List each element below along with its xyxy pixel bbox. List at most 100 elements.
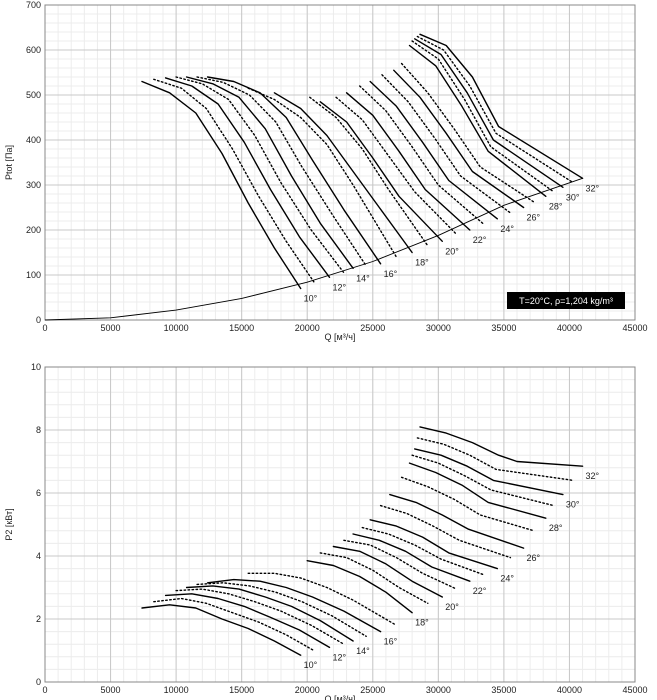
x-tick-label: 0: [42, 685, 47, 695]
x-tick-label: 35000: [491, 685, 516, 695]
blade-angle-curve-18: [400, 62, 535, 203]
curve-label: 16°: [384, 269, 398, 279]
curve-label: 14°: [356, 646, 370, 656]
y-tick-label: 300: [26, 180, 41, 190]
blade-angle-curve-16: [379, 504, 512, 559]
curve-label: 32°: [586, 183, 600, 193]
y-tick-label: 6: [36, 488, 41, 498]
y-tick-label: 700: [26, 0, 41, 10]
x-tick-label: 0: [42, 323, 47, 333]
blade-angle-curve-15: [369, 519, 498, 570]
curve-label: 12°: [333, 652, 347, 662]
blade-angle-curve-20: [411, 454, 555, 507]
y-tick-label: 600: [26, 45, 41, 55]
blade-angle-curve-2: [153, 597, 315, 652]
blade-angle-curve-14: [361, 526, 485, 576]
plot-frame: [44, 4, 636, 321]
blade-angle-curve-6: [196, 76, 367, 267]
blade-angle-curve-21: [414, 448, 564, 496]
x-axis-label: Q [м³/ч]: [325, 694, 356, 700]
curve-label: 14°: [356, 273, 370, 283]
y-tick-label: 8: [36, 425, 41, 435]
curve-label: 26°: [527, 213, 541, 223]
blade-angle-curve-17: [393, 69, 525, 209]
blade-angle-curve-13: [345, 92, 471, 231]
plot-area: [45, 5, 635, 320]
curve-label: 18°: [415, 258, 429, 268]
curve-label: 26°: [527, 553, 541, 563]
blade-angle-curve-19: [408, 462, 547, 519]
conditions-text: T=20°C, ρ=1,204 kg/m³: [519, 296, 613, 306]
blade-angle-curve-22: [416, 437, 575, 482]
blade-angle-curve-19: [408, 44, 547, 197]
curve-label: 28°: [549, 523, 563, 533]
x-tick-label: 25000: [360, 685, 385, 695]
chart-panel-2: 0 5000 10000 15000 20000 25000 30000 35000 40000…: [4, 362, 648, 700]
blade-angle-curve-1: [141, 80, 302, 290]
x-tick-label: 5000: [101, 685, 121, 695]
y-tick-label: 200: [26, 225, 41, 235]
blade-angle-curve-4: [175, 588, 345, 645]
blade-angle-curve-11: [319, 101, 443, 242]
blade-angle-curve-13: [352, 533, 471, 582]
blade-angle-curve-23: [419, 426, 584, 467]
curve-label: 28°: [549, 201, 563, 211]
x-tick-label: 30000: [426, 323, 451, 333]
blade-angle-curve-16: [381, 74, 512, 214]
y-tick-label: 100: [26, 270, 41, 280]
blade-angle-curve-21: [414, 38, 564, 188]
x-tick-label: 35000: [491, 323, 516, 333]
x-tick-label: 45000: [622, 323, 647, 333]
x-tick-label: 10000: [164, 323, 189, 333]
x-tick-label: 25000: [360, 323, 385, 333]
x-axis-label: Q [м³/ч]: [325, 332, 356, 342]
blade-angle-curve-23: [419, 33, 584, 179]
blade-angle-curve-7: [206, 578, 382, 633]
blade-angle-curve-2: [153, 78, 315, 283]
curve-label: 30°: [566, 500, 580, 510]
blade-angle-curve-22: [416, 35, 575, 184]
y-tick-label: 500: [26, 90, 41, 100]
y-axis-label: P2 [кВт]: [4, 508, 14, 540]
x-tick-label: 40000: [557, 685, 582, 695]
x-tick-label: 20000: [295, 685, 320, 695]
x-tick-label: 15000: [229, 685, 254, 695]
y-tick-label: 0: [36, 677, 41, 687]
plot-area: [45, 367, 635, 682]
x-tick-label: 20000: [295, 323, 320, 333]
plot-frame: [44, 366, 636, 683]
x-tick-label: 45000: [622, 685, 647, 695]
blade-angle-curve-10: [319, 552, 429, 604]
blade-angle-curve-20: [411, 40, 555, 193]
curve-label: 20°: [445, 246, 459, 256]
blade-angle-curve-12: [335, 96, 458, 236]
blade-angle-curve-17: [389, 493, 525, 549]
curve-label: 32°: [586, 471, 600, 481]
blade-angle-curve-6: [196, 582, 367, 637]
y-tick-label: 2: [36, 614, 41, 624]
conditions-badge: [507, 292, 625, 309]
curve-label: 24°: [500, 574, 514, 584]
curve-label: 22°: [473, 235, 487, 245]
x-tick-label: 5000: [101, 323, 121, 333]
curve-label: 18°: [415, 618, 429, 628]
blade-angle-curve-3: [164, 593, 331, 649]
y-tick-label: 0: [36, 315, 41, 325]
blade-angle-curve-8: [247, 87, 398, 258]
blade-angle-curve-5: [185, 585, 354, 642]
x-tick-label: 10000: [164, 685, 189, 695]
curve-label: 30°: [566, 192, 580, 202]
blade-angle-curve-8: [247, 572, 398, 626]
blade-angle-curve-10: [309, 96, 429, 247]
y-axis-label: Ptot [Па]: [4, 145, 14, 180]
x-tick-label: 30000: [426, 685, 451, 695]
blade-angle-curve-15: [369, 80, 498, 220]
chart-panel-1: 0 5000 10000 15000 20000 25000 30000 35000 40000…: [4, 0, 648, 342]
y-tick-label: 400: [26, 135, 41, 145]
blade-angle-curve-11: [332, 545, 443, 598]
blade-angle-curve-1: [141, 604, 302, 656]
blade-angle-curve-5: [185, 76, 354, 269]
blade-angle-curve-14: [359, 85, 485, 226]
